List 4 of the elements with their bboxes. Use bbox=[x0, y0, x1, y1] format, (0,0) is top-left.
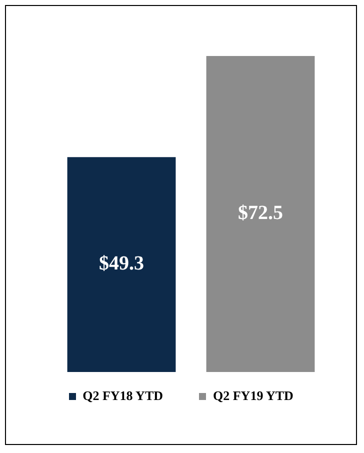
legend-label: Q2 FY19 YTD bbox=[213, 388, 294, 404]
data-label: $72.5 bbox=[238, 202, 283, 224]
legend-label: Q2 FY18 YTD bbox=[82, 388, 163, 404]
data-label: $49.3 bbox=[99, 252, 144, 275]
